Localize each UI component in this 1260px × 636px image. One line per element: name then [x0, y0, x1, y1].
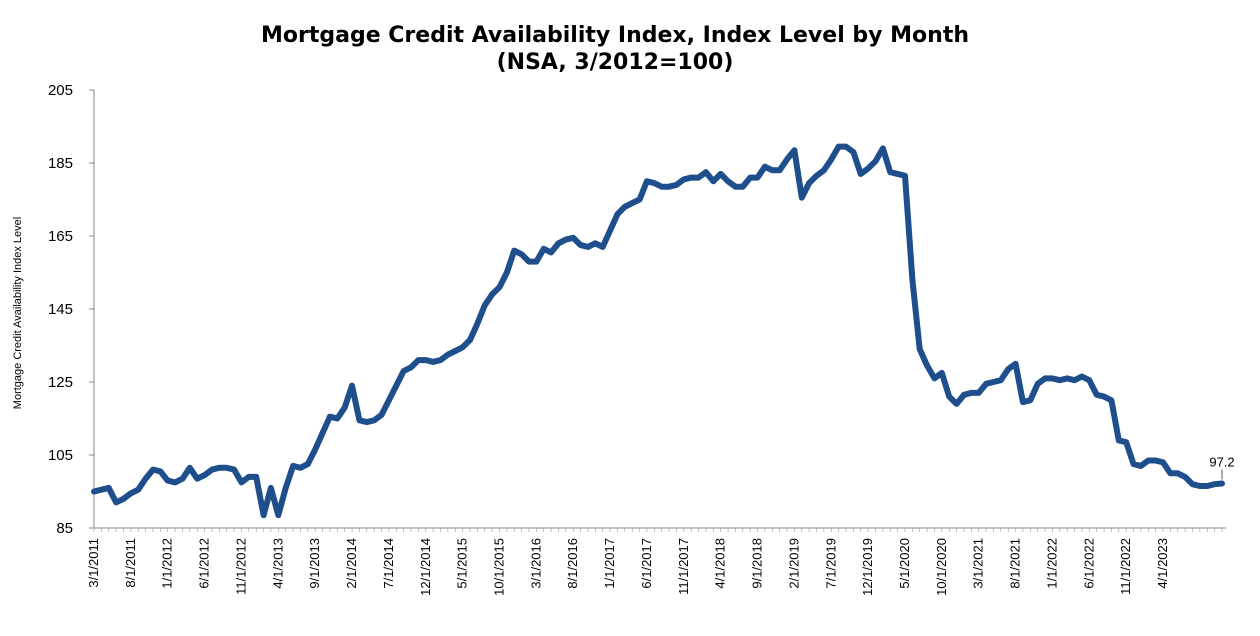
x-tick-label: 3/1/2011 — [86, 538, 101, 588]
x-tick-label: 5/1/2020 — [897, 538, 912, 589]
x-tick-label: 4/1/2018 — [713, 538, 728, 589]
series-line — [91, 143, 1225, 519]
x-tick-label: 4/1/2023 — [1155, 538, 1170, 589]
x-tick-label: 12/1/2014 — [418, 538, 433, 596]
x-tick-label: 1/1/2012 — [160, 538, 175, 589]
x-tick-label: 4/1/2013 — [270, 538, 285, 589]
x-tick-label: 10/1/2020 — [934, 538, 949, 596]
x-tick-label: 12/1/2019 — [860, 538, 875, 596]
x-tick-label: 7/1/2014 — [381, 538, 396, 589]
chart-subtitle: (NSA, 3/2012=100) — [496, 50, 734, 75]
y-tick-label: 85 — [56, 520, 73, 537]
x-tick-label: 11/1/2012 — [233, 538, 248, 595]
end-value-label: 97.2 — [1209, 454, 1234, 469]
x-tick-label: 5/1/2015 — [455, 538, 470, 589]
x-tick-label: 10/1/2015 — [491, 538, 506, 596]
y-tick-label: 205 — [48, 82, 73, 99]
y-tick-label: 105 — [48, 447, 73, 464]
x-tick-label: 3/1/2021 — [971, 538, 986, 589]
y-tick-label: 145 — [48, 301, 73, 318]
x-tick-label: 8/1/2016 — [565, 538, 580, 589]
x-tick-label: 6/1/2022 — [1081, 538, 1096, 589]
x-tick-label: 6/1/2012 — [197, 538, 212, 589]
chart-title-main: Mortgage Credit Availability Index, Inde… — [260, 23, 969, 48]
x-tick-label: 1/1/2022 — [1044, 538, 1059, 589]
x-tick-label: 2/1/2014 — [344, 538, 359, 589]
x-tick-label: 9/1/2013 — [307, 538, 322, 589]
x-tick-label: 11/1/2017 — [676, 538, 691, 595]
y-tick-label: 125 — [48, 374, 73, 391]
x-tick-label: 1/1/2017 — [602, 538, 617, 589]
x-tick-label: 8/1/2021 — [1008, 538, 1023, 589]
chart-title: Mortgage Credit Availability Index, Inde… — [0, 22, 1230, 76]
y-tick-label: 165 — [48, 228, 73, 245]
x-tick-label: 11/1/2022 — [1118, 538, 1133, 595]
x-tick-label: 7/1/2019 — [823, 538, 838, 589]
x-tick-label: 6/1/2017 — [639, 538, 654, 589]
x-tick-label: 8/1/2011 — [123, 538, 138, 588]
x-tick-label: 3/1/2016 — [528, 538, 543, 589]
x-tick-label: 9/1/2018 — [750, 538, 765, 589]
x-tick-label: 2/1/2019 — [786, 538, 801, 589]
y-tick-label: 185 — [48, 155, 73, 172]
